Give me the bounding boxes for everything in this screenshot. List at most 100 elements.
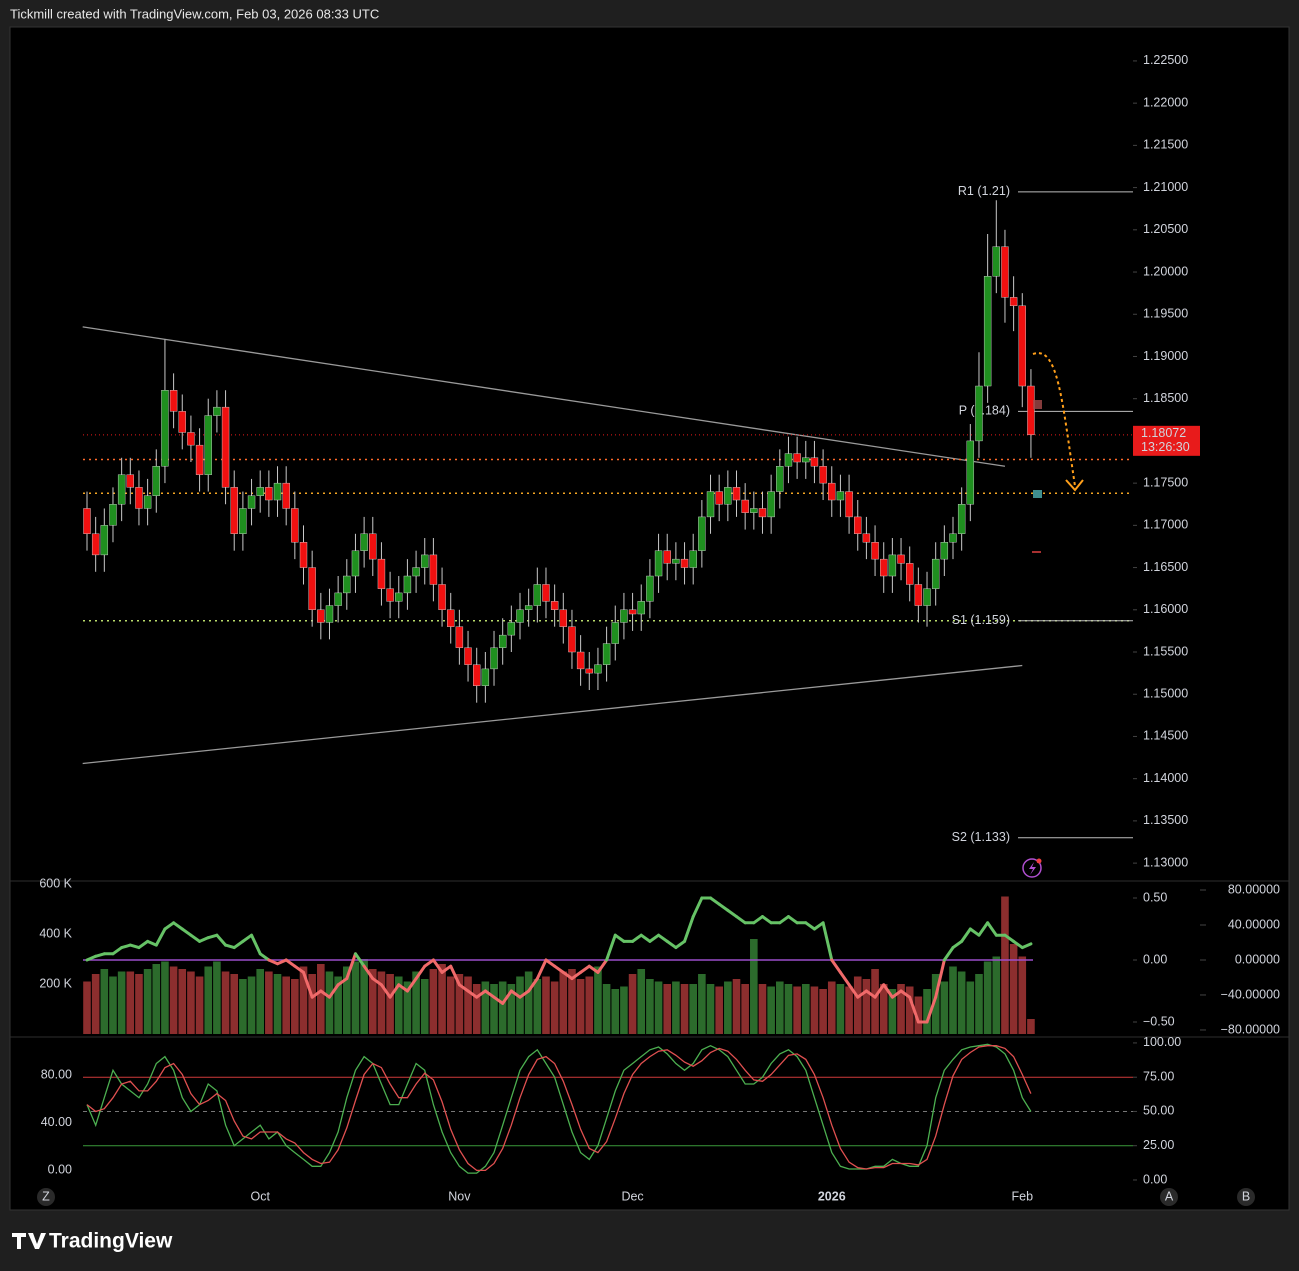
volume-bar xyxy=(992,956,1001,1034)
volume-bar xyxy=(568,969,576,1034)
oscillator-segment xyxy=(457,983,470,993)
candle-body xyxy=(594,664,602,674)
stoch-line xyxy=(86,1045,1032,1172)
volume-bar xyxy=(308,974,316,1034)
y3-tick-label: 80.00000 xyxy=(1228,882,1280,896)
volume-bar xyxy=(663,984,672,1034)
candle-body xyxy=(646,575,654,602)
volume-bar xyxy=(429,969,438,1034)
candle-body xyxy=(247,495,256,509)
y3-tick-label: 40.00000 xyxy=(1228,917,1280,931)
y-tick-label: 1.13000 xyxy=(1143,855,1188,869)
volume-bar xyxy=(776,981,784,1034)
oscillator-segment xyxy=(120,943,132,950)
candle-body xyxy=(983,276,992,387)
volume-bar xyxy=(879,984,888,1034)
oscillator-segment xyxy=(735,915,747,925)
price-tag-countdown: 13:26:30 xyxy=(1141,440,1190,454)
price-tag xyxy=(1133,425,1200,456)
pivot-label: P (1.184) xyxy=(959,404,1010,418)
button-label[interactable]: A xyxy=(1165,1189,1174,1203)
volume-bar xyxy=(403,981,412,1034)
oscillator-segment xyxy=(873,983,886,999)
candle-body xyxy=(1001,246,1009,298)
oscillator-segment xyxy=(414,964,427,981)
volume-bar xyxy=(646,979,654,1034)
oscillator-segment xyxy=(85,954,98,962)
oscillator-segment xyxy=(821,921,834,962)
volume-bar xyxy=(204,966,213,1034)
plot-layer: 1.22500 1.22000 1.21500 1.21000 1.20500 1.200… xyxy=(39,53,1280,1203)
volume-bar xyxy=(533,979,542,1034)
candle-body xyxy=(135,487,143,509)
candle-body xyxy=(126,474,135,488)
candle-body xyxy=(758,508,767,518)
oscillator-segment xyxy=(163,921,176,931)
candle-body xyxy=(862,533,871,543)
oscillator-segment xyxy=(423,958,435,968)
candle-body xyxy=(291,508,299,543)
marker xyxy=(1033,490,1042,498)
volume-bar xyxy=(178,969,187,1034)
oscillator-segment xyxy=(665,939,678,950)
volume-bar xyxy=(949,966,957,1034)
candle-body xyxy=(741,499,749,513)
volume-bar xyxy=(750,939,758,1034)
volume-bar xyxy=(195,976,204,1034)
candle-body xyxy=(828,482,836,501)
pivot-label: S1 (1.159) xyxy=(952,613,1010,627)
oscillator-segment xyxy=(760,915,773,925)
candle-body xyxy=(880,558,888,577)
candle-body xyxy=(325,605,334,623)
volume-bar xyxy=(230,974,239,1034)
oscillator-segment xyxy=(934,958,946,999)
candle-body xyxy=(195,444,204,475)
candle-body xyxy=(473,664,481,686)
volume-bar xyxy=(542,976,550,1034)
button-circle[interactable] xyxy=(1237,1188,1255,1206)
candle-body xyxy=(395,592,403,602)
oscillator-segment xyxy=(276,958,288,966)
volume-bar xyxy=(446,976,455,1034)
candle-body xyxy=(109,504,117,526)
oscillator-segment xyxy=(483,989,496,999)
oscillator-segment xyxy=(596,958,609,974)
volume-bar xyxy=(516,976,524,1034)
x-tick-label: Dec xyxy=(621,1189,643,1203)
y-tick-label: 1.15000 xyxy=(1143,687,1188,701)
y-tick-label: 100.00 xyxy=(1143,1035,1181,1049)
volume-bar xyxy=(299,966,308,1034)
volume-bar xyxy=(836,984,845,1034)
candle-body xyxy=(542,584,550,602)
candle-body xyxy=(550,601,559,610)
button-label[interactable]: B xyxy=(1242,1189,1250,1203)
volume-bar xyxy=(282,976,290,1034)
button-label[interactable]: Z xyxy=(42,1189,50,1203)
button-circle[interactable] xyxy=(1160,1188,1178,1206)
volume-bar xyxy=(187,971,195,1034)
oscillator-segment xyxy=(890,989,903,999)
volume-bar xyxy=(923,989,931,1034)
oscillator-segment xyxy=(786,915,799,925)
volume-bar xyxy=(784,984,793,1034)
button-circle[interactable] xyxy=(37,1188,55,1206)
candle-body xyxy=(169,390,178,412)
oscillator-segment xyxy=(336,977,349,987)
x-tick-label: 2026 xyxy=(818,1189,846,1203)
candle-body xyxy=(239,508,247,534)
volume-bar xyxy=(377,971,386,1034)
oscillator-segment xyxy=(431,958,444,974)
oscillator-segment xyxy=(397,983,409,993)
candle-body xyxy=(343,575,351,594)
candle-body xyxy=(83,508,91,534)
oscillator-segment xyxy=(388,983,401,999)
candle-body xyxy=(568,626,576,653)
candle-body xyxy=(334,592,342,606)
candle-body xyxy=(412,567,420,577)
candle-body xyxy=(221,406,230,488)
oscillator-segment xyxy=(613,933,626,943)
alert-icon[interactable] xyxy=(1022,858,1042,878)
volume-bar xyxy=(602,984,611,1034)
y-tick-label: 1.16000 xyxy=(1143,602,1188,616)
candle-body xyxy=(836,491,845,501)
